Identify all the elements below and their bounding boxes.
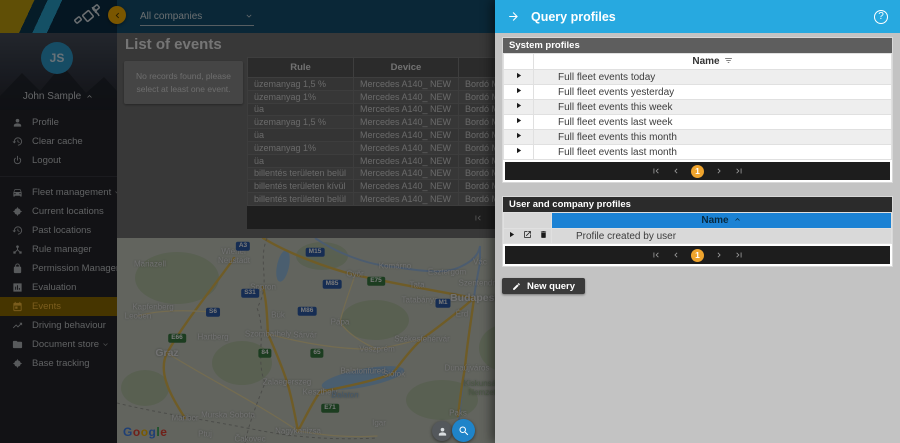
panel-header: Query profiles ?	[495, 0, 900, 33]
map-user-button[interactable]	[432, 421, 452, 441]
play-icon[interactable]	[514, 101, 523, 110]
current-page[interactable]: 1	[691, 248, 704, 262]
help-icon[interactable]: ?	[874, 9, 888, 24]
prev-page-icon[interactable]	[671, 166, 681, 176]
panel-title: Query profiles	[531, 9, 616, 24]
map-search-button[interactable]	[452, 419, 475, 442]
user-profiles-table: Name Profile created by user	[503, 212, 892, 244]
profile-row[interactable]: Full fleet events last month	[503, 144, 892, 160]
last-page-icon[interactable]	[734, 250, 744, 260]
play-icon[interactable]	[514, 146, 523, 155]
name-column-header[interactable]: Name	[551, 212, 892, 229]
profile-row[interactable]: Full fleet events today	[503, 69, 892, 85]
name-column-header[interactable]: Name	[533, 53, 892, 70]
play-icon[interactable]	[514, 71, 523, 80]
search-icon	[458, 425, 470, 437]
play-icon[interactable]	[514, 116, 523, 125]
next-page-icon[interactable]	[714, 166, 724, 176]
current-page[interactable]: 1	[691, 164, 704, 178]
panel-body: System profiles Name Full fleet events t…	[495, 33, 900, 298]
system-profiles-header: System profiles	[503, 38, 892, 53]
system-profiles-section: System profiles Name Full fleet events t…	[502, 37, 893, 183]
new-query-label: New query	[527, 280, 576, 292]
profile-row[interactable]: Full fleet events last week	[503, 114, 892, 130]
play-icon[interactable]	[507, 230, 516, 239]
open-in-new-icon[interactable]	[523, 230, 532, 239]
play-icon[interactable]	[514, 131, 523, 140]
prev-page-icon[interactable]	[671, 250, 681, 260]
first-page-icon[interactable]	[651, 166, 661, 176]
pencil-icon	[512, 282, 521, 291]
user-profiles-section: User and company profiles Name Profile c…	[502, 196, 893, 267]
system-profiles-table: Name Full fleet events today Full fleet …	[503, 53, 892, 160]
profile-row[interactable]: Profile created by user	[503, 228, 892, 244]
new-query-button[interactable]: New query	[502, 278, 586, 294]
trash-icon[interactable]	[539, 230, 548, 239]
person-icon	[437, 426, 448, 437]
profile-row[interactable]: Full fleet events this week	[503, 99, 892, 115]
last-page-icon[interactable]	[734, 166, 744, 176]
modal-backdrop[interactable]	[0, 0, 495, 443]
first-page-icon[interactable]	[651, 250, 661, 260]
arrow-right-icon[interactable]	[507, 10, 520, 23]
user-profiles-header: User and company profiles	[503, 197, 892, 212]
sort-asc-icon	[733, 215, 742, 224]
actions-column-header	[503, 53, 534, 70]
sort-icon	[724, 56, 733, 65]
actions-column-header	[503, 212, 552, 229]
user-profiles-pagination: 1	[505, 246, 890, 264]
play-icon[interactable]	[514, 86, 523, 95]
profile-row[interactable]: Full fleet events this month	[503, 129, 892, 145]
query-profiles-panel: Query profiles ? System profiles Name Fu…	[495, 0, 900, 443]
profile-row[interactable]: Full fleet events yesterday	[503, 84, 892, 100]
next-page-icon[interactable]	[714, 250, 724, 260]
system-profiles-pagination: 1	[505, 162, 890, 180]
